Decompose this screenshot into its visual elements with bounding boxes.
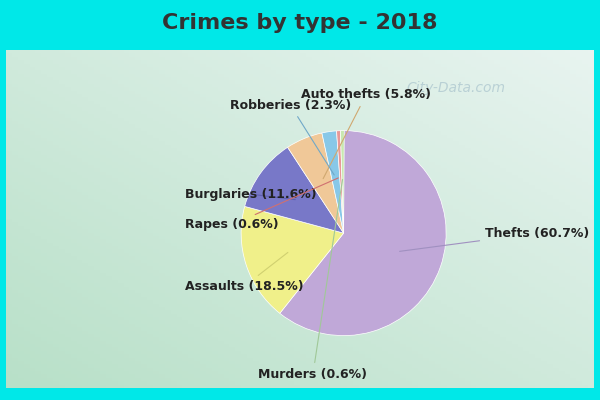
Text: Assaults (18.5%): Assaults (18.5%) bbox=[185, 252, 304, 293]
Wedge shape bbox=[287, 133, 344, 233]
Wedge shape bbox=[241, 206, 344, 313]
Text: Thefts (60.7%): Thefts (60.7%) bbox=[400, 227, 589, 251]
Wedge shape bbox=[322, 131, 344, 233]
Wedge shape bbox=[280, 131, 446, 336]
Text: Rapes (0.6%): Rapes (0.6%) bbox=[185, 178, 338, 232]
Text: Murders (0.6%): Murders (0.6%) bbox=[259, 180, 367, 381]
Text: City-Data.com: City-Data.com bbox=[407, 81, 505, 95]
Wedge shape bbox=[340, 131, 344, 233]
Text: Crimes by type - 2018: Crimes by type - 2018 bbox=[162, 13, 438, 33]
Text: Robberies (2.3%): Robberies (2.3%) bbox=[230, 98, 351, 175]
Wedge shape bbox=[337, 131, 344, 233]
Text: Burglaries (11.6%): Burglaries (11.6%) bbox=[185, 188, 316, 201]
Wedge shape bbox=[245, 147, 344, 233]
Text: Auto thefts (5.8%): Auto thefts (5.8%) bbox=[301, 88, 431, 179]
